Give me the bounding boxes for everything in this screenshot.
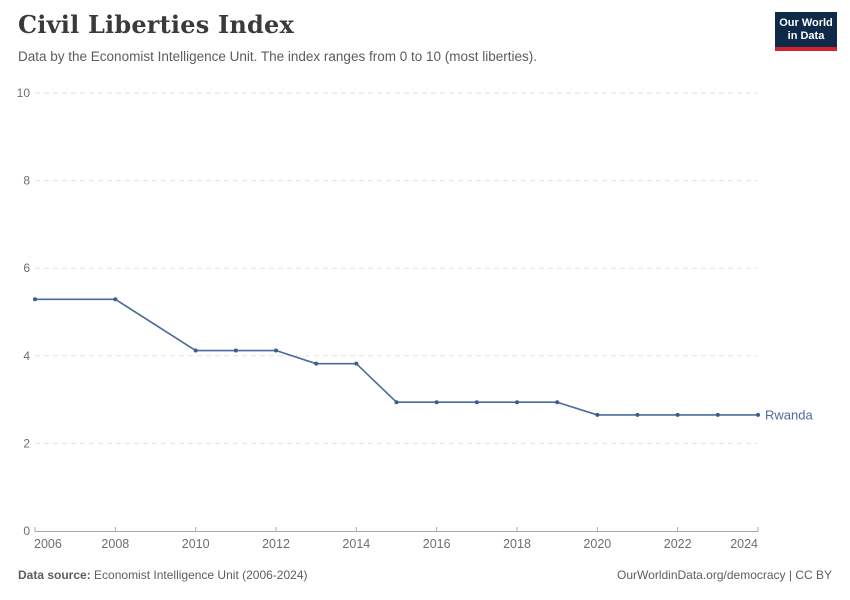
- data-point[interactable]: [595, 412, 600, 417]
- data-point[interactable]: [756, 412, 760, 417]
- data-point[interactable]: [635, 412, 640, 417]
- y-tick-label: 4: [23, 349, 30, 363]
- y-tick-label: 2: [23, 436, 30, 450]
- x-tick-label: 2008: [101, 537, 129, 551]
- data-source-text: Economist Intelligence Unit (2006-2024): [90, 568, 308, 582]
- data-point[interactable]: [555, 400, 560, 405]
- data-point[interactable]: [434, 400, 439, 405]
- data-point[interactable]: [394, 400, 399, 405]
- series-label[interactable]: Rwanda: [765, 407, 813, 422]
- page-title: Civil Liberties Index: [18, 10, 295, 39]
- x-tick-label: 2018: [503, 537, 531, 551]
- data-point[interactable]: [193, 348, 198, 353]
- data-point[interactable]: [515, 400, 519, 405]
- y-tick-label: 0: [23, 524, 30, 538]
- x-tick-label: 2014: [342, 537, 370, 551]
- data-point[interactable]: [474, 400, 479, 405]
- logo-line2: in Data: [787, 30, 825, 42]
- owid-logo: Our World in Data: [775, 12, 837, 51]
- data-point[interactable]: [233, 348, 238, 353]
- x-tick-label: 2010: [182, 537, 210, 551]
- x-tick-label: 2022: [664, 537, 692, 551]
- x-tick-label: 2006: [34, 537, 62, 551]
- data-point[interactable]: [675, 412, 680, 417]
- data-source: Data source: Economist Intelligence Unit…: [18, 568, 308, 582]
- x-tick-label: 2024: [730, 537, 758, 551]
- logo-line1: Our World: [779, 17, 833, 29]
- credit-link[interactable]: OurWorldinData.org/democracy | CC BY: [617, 568, 832, 582]
- chart-subtitle: Data by the Economist Intelligence Unit.…: [18, 49, 537, 64]
- y-tick-label: 6: [23, 261, 30, 275]
- x-tick-label: 2016: [423, 537, 451, 551]
- x-tick-label: 2020: [583, 537, 611, 551]
- data-point[interactable]: [274, 348, 278, 353]
- data-point[interactable]: [354, 361, 359, 366]
- data-point[interactable]: [113, 297, 118, 302]
- data-source-label: Data source:: [18, 568, 91, 582]
- series-line[interactable]: [35, 298, 758, 416]
- y-tick-label: 10: [17, 86, 31, 100]
- data-point[interactable]: [715, 412, 720, 417]
- data-point[interactable]: [33, 297, 37, 302]
- x-tick-label: 2012: [262, 537, 290, 551]
- y-tick-label: 8: [23, 174, 30, 188]
- chart-footer: Data source: Economist Intelligence Unit…: [18, 568, 832, 582]
- data-point[interactable]: [314, 361, 319, 366]
